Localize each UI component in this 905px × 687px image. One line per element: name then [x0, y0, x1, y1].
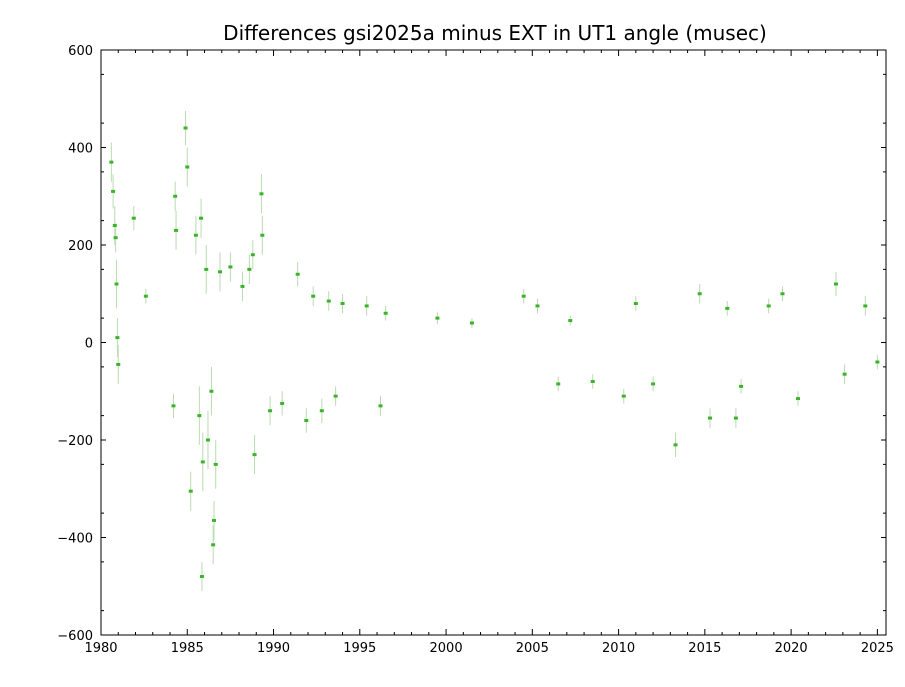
- data-point: [590, 380, 595, 383]
- x-tick-label: 2015: [688, 641, 721, 656]
- data-point: [633, 302, 638, 305]
- data-point: [211, 543, 216, 547]
- data-point: [112, 224, 117, 227]
- y-tick-label: −400: [57, 532, 93, 547]
- y-tick-labels: −600 −400 −200 0 200 400 600: [57, 44, 93, 644]
- data-point: [733, 416, 738, 420]
- y-tick-label: 400: [68, 142, 93, 157]
- data-point: [268, 409, 273, 413]
- data-point: [364, 304, 369, 308]
- x-tick-label: 1995: [343, 641, 376, 656]
- data-point: [311, 294, 316, 298]
- data-point: [183, 126, 188, 130]
- chart-title: Differences gsi2025a minus EXT in UT1 an…: [223, 21, 767, 45]
- data-point: [875, 360, 880, 364]
- x-tick-label: 2000: [430, 641, 463, 656]
- data-point: [766, 304, 771, 308]
- data-point: [113, 236, 118, 240]
- data-point: [863, 304, 868, 308]
- data-point: [378, 404, 383, 408]
- data-point: [259, 192, 264, 196]
- data-point: [521, 294, 526, 298]
- plot-frame: [100, 49, 887, 636]
- data-point: [280, 401, 285, 405]
- data-point: [205, 438, 210, 442]
- data-point: [333, 394, 338, 398]
- data-point: [171, 404, 176, 408]
- data-point: [556, 382, 561, 386]
- data-point: [697, 292, 702, 296]
- data-point: [111, 189, 116, 193]
- data-point: [842, 372, 847, 376]
- data-point: [340, 302, 345, 305]
- x-tick-label: 1985: [171, 641, 204, 656]
- data-point: [833, 282, 838, 286]
- data-point: [188, 489, 193, 493]
- data-point: [252, 453, 257, 457]
- data-point: [143, 294, 148, 298]
- data-point: [319, 409, 324, 413]
- data-point: [209, 389, 214, 393]
- y-tick-label: 200: [68, 239, 93, 254]
- data-point: [568, 319, 573, 323]
- data-point: [173, 194, 178, 198]
- x-tick-label: 2020: [775, 641, 808, 656]
- data-point: [200, 460, 205, 464]
- data-point: [131, 216, 136, 220]
- y-tick-label: 0: [85, 337, 93, 352]
- data-point: [780, 292, 785, 296]
- data-point: [115, 336, 120, 340]
- data-point: [535, 304, 540, 308]
- data-point: [199, 575, 204, 578]
- data-point: [240, 284, 245, 288]
- x-tick-label: 1980: [84, 641, 117, 656]
- x-tick-label: 2005: [516, 641, 549, 656]
- data-point: [204, 267, 209, 271]
- data-point: [260, 233, 265, 237]
- data-point: [109, 160, 114, 164]
- data-point: [114, 282, 119, 286]
- y-tick-label: 600: [68, 44, 93, 59]
- y-tick-label: −600: [57, 629, 93, 644]
- data-point: [193, 233, 198, 237]
- x-tick-label: 2010: [602, 641, 635, 656]
- data-point: [174, 228, 179, 232]
- data-point: [304, 419, 309, 422]
- x-tick-label: 2025: [861, 641, 894, 656]
- data-point: [651, 382, 656, 386]
- data-point: [383, 311, 388, 315]
- data-point: [116, 362, 121, 366]
- data-point: [185, 165, 190, 169]
- data-points: [109, 126, 880, 578]
- data-point: [469, 321, 474, 325]
- data-point: [708, 416, 713, 420]
- data-point: [228, 265, 233, 269]
- data-point: [213, 462, 218, 466]
- data-point: [621, 394, 626, 398]
- data-point: [435, 316, 440, 320]
- data-point: [326, 299, 331, 303]
- data-point: [212, 518, 217, 522]
- x-tick-label: 1990: [257, 641, 290, 656]
- data-point: [725, 306, 730, 310]
- data-point: [199, 216, 204, 220]
- data-point: [295, 272, 300, 276]
- y-tick-label: −200: [57, 434, 93, 449]
- data-point: [197, 414, 202, 418]
- data-point: [673, 443, 678, 447]
- data-point: [250, 253, 255, 257]
- x-tick-labels: 1980 1985 1990 1995 2000 2005 2010 2015 2020 2025: [84, 641, 893, 656]
- axis-ticks: [100, 49, 886, 636]
- error-bars: [110, 110, 878, 592]
- data-point: [739, 384, 744, 388]
- data-point: [796, 397, 801, 401]
- data-point: [218, 270, 223, 274]
- data-point: [247, 267, 252, 271]
